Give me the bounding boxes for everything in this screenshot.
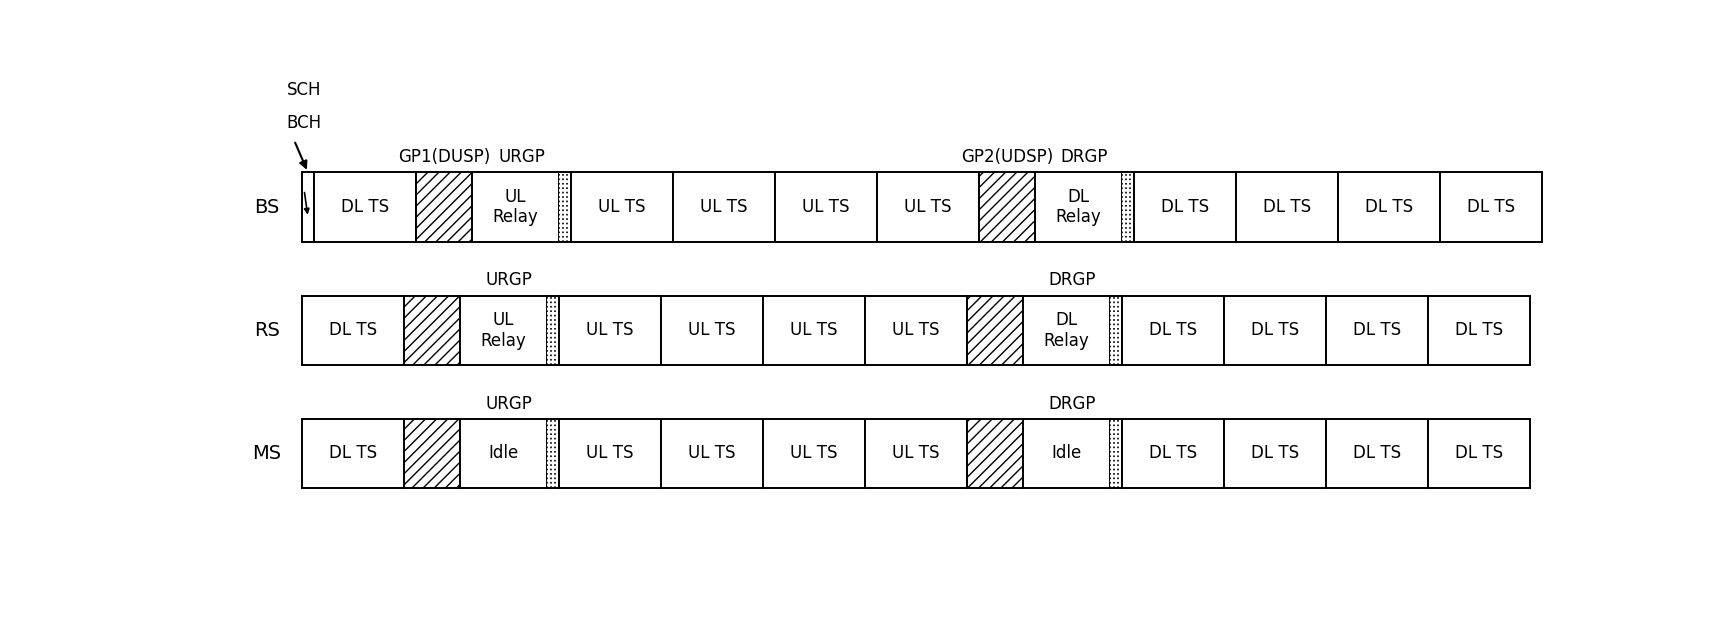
Text: UL TS: UL TS [700,198,748,216]
Text: UL TS: UL TS [892,444,939,462]
Bar [459,419,546,488]
Bar [1325,419,1427,488]
Bar [558,296,660,365]
Bar [404,419,459,488]
Bar [558,419,660,488]
Bar [660,296,762,365]
Text: BCH: BCH [286,114,322,133]
Text: UL TS: UL TS [585,444,634,462]
Bar [1337,173,1439,242]
Bar [1235,173,1337,242]
Text: UL TS: UL TS [688,444,734,462]
Text: MS: MS [253,444,281,463]
Bar [404,296,459,365]
Text: UL TS: UL TS [904,198,951,216]
Bar [471,173,558,242]
Bar [1108,419,1121,488]
Bar [1034,173,1121,242]
Text: DL TS: DL TS [329,321,376,339]
Bar [1223,419,1325,488]
Bar [864,296,966,365]
Bar [301,173,313,242]
Text: GP1(DUSP): GP1(DUSP) [398,149,490,166]
Bar [572,173,672,242]
Text: DL TS: DL TS [1148,444,1197,462]
Bar [301,419,404,488]
Text: SCH: SCH [286,81,320,99]
Bar [416,173,471,242]
Text: UL TS: UL TS [598,198,646,216]
Text: UL TS: UL TS [790,444,837,462]
Bar [1022,296,1108,365]
Bar [558,173,572,242]
Text: GP2(UDSP): GP2(UDSP) [960,149,1053,166]
Bar [1133,173,1235,242]
Bar [864,419,966,488]
Bar [979,173,1034,242]
Bar [301,296,404,365]
Bar [762,296,864,365]
Text: UL
Relay: UL Relay [492,188,539,227]
Text: DL TS: DL TS [1160,198,1209,216]
Text: URGP: URGP [497,149,546,166]
Bar [313,173,416,242]
Bar [1121,173,1133,242]
Text: DRGP: DRGP [1048,395,1095,413]
Bar [1223,296,1325,365]
Text: DL TS: DL TS [1365,198,1412,216]
Text: DL TS: DL TS [1353,444,1399,462]
Text: DL TS: DL TS [1148,321,1197,339]
Bar [1121,419,1223,488]
Text: UL TS: UL TS [688,321,734,339]
Text: DL
Relay: DL Relay [1043,311,1088,350]
Text: DL TS: DL TS [1453,321,1502,339]
Text: RS: RS [255,321,281,340]
Text: URGP: URGP [485,272,532,290]
Text: Idle: Idle [1050,444,1081,462]
Text: DRGP: DRGP [1060,149,1108,166]
Bar [660,419,762,488]
Text: BS: BS [255,197,279,217]
Bar [774,173,876,242]
Text: DL TS: DL TS [341,198,390,216]
Bar [459,296,546,365]
Bar [876,173,979,242]
Bar [1121,296,1223,365]
Text: UL TS: UL TS [585,321,634,339]
Text: DL TS: DL TS [329,444,376,462]
Text: Idle: Idle [488,444,518,462]
Text: DL TS: DL TS [1251,321,1297,339]
Bar [1022,419,1108,488]
Text: DRGP: DRGP [1048,272,1095,290]
Text: DL TS: DL TS [1453,444,1502,462]
Bar [546,296,558,365]
Text: UL TS: UL TS [892,321,939,339]
Text: UL
Relay: UL Relay [480,311,527,350]
Text: URGP: URGP [485,395,532,413]
Text: DL
Relay: DL Relay [1055,188,1100,227]
Bar [1427,419,1529,488]
Bar [1325,296,1427,365]
Text: UL TS: UL TS [802,198,849,216]
Bar [546,419,558,488]
Bar [966,296,1022,365]
Text: DL TS: DL TS [1251,444,1297,462]
Bar [762,419,864,488]
Text: UL TS: UL TS [790,321,837,339]
Text: DL TS: DL TS [1263,198,1309,216]
Bar [966,419,1022,488]
Text: DL TS: DL TS [1353,321,1399,339]
Bar [1427,296,1529,365]
Bar [672,173,774,242]
Bar [1108,296,1121,365]
Bar [1439,173,1541,242]
Text: DL TS: DL TS [1465,198,1514,216]
